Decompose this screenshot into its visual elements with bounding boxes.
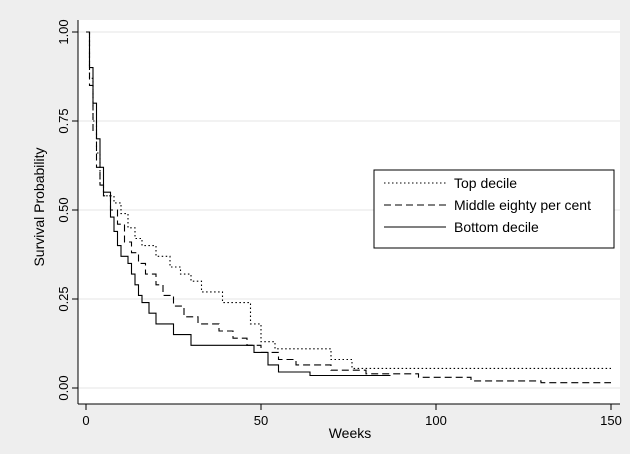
legend-label-0: Top decile: [454, 175, 517, 191]
y-axis-label: Survival Probability: [31, 147, 47, 266]
y-tick-label-4: 1.00: [56, 19, 71, 44]
legend-label-1: Middle eighty per cent: [454, 197, 591, 213]
x-tick-label-0: 0: [82, 413, 89, 428]
x-tick-label-3: 150: [600, 413, 622, 428]
y-tick-label-2: 0.50: [56, 197, 71, 222]
legend: Top decile Middle eighty per cent Bottom d…: [373, 169, 615, 249]
legend-label-2: Bottom decile: [454, 219, 539, 235]
x-tick-label-1: 50: [254, 413, 268, 428]
axes: 0.00 0.25 0.50 0.75 1.00 0 50 100 150: [56, 19, 622, 428]
y-tick-label-3: 0.75: [56, 108, 71, 133]
series-lines: [86, 31, 611, 384]
legend-box: [373, 169, 615, 249]
x-axis-label: Weeks: [329, 425, 372, 441]
survival-chart: 0.00 0.25 0.50 0.75 1.00 0 50 100 150 Weeks Surv…: [8, 8, 626, 448]
chart-container: 0.00 0.25 0.50 0.75 1.00 0 50 100 150 Weeks Surv…: [8, 8, 626, 448]
x-tick-label-2: 100: [425, 413, 447, 428]
y-tick-label-0: 0.00: [56, 375, 71, 400]
series-line-solid: [86, 31, 391, 377]
y-tick-label-1: 0.25: [56, 286, 71, 311]
series-line-dashed: [86, 31, 611, 384]
